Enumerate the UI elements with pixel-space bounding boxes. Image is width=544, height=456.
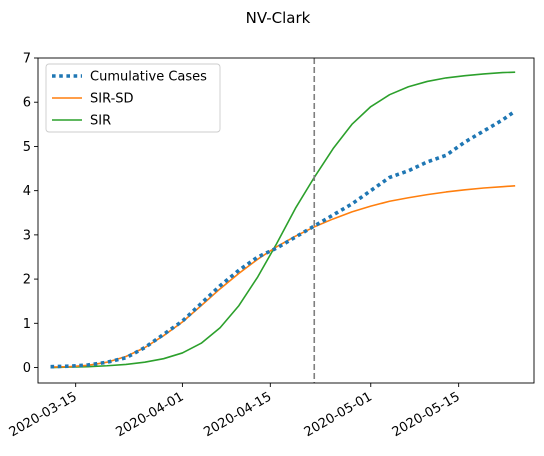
y-tick-label: 1 [23,317,31,332]
legend: Cumulative Cases SIR-SD SIR [45,63,221,133]
y-tick-label: 7 [23,52,31,67]
x-tick-label: 2020-05-15 [390,389,463,440]
legend-box [45,63,221,133]
series-line-sir [50,71,516,369]
x-axis: 2020-03-15 2020-04-01 2020-04-15 2020-05-01… [7,383,463,440]
y-tick-label: 5 [23,140,31,155]
y-tick-label: 4 [23,184,31,199]
series-line-cumulative-cases [50,109,517,369]
y-tick-label: 0 [23,361,31,376]
x-tick-label: 2020-05-01 [302,389,375,440]
plot-frame [37,57,535,384]
legend-label: SIR [90,114,111,129]
legend-label: Cumulative Cases [90,70,207,85]
x-tick-label: 2020-03-15 [7,389,80,440]
x-tick-label: 2020-04-15 [201,389,274,440]
y-axis: 0 1 2 3 4 5 6 7 [23,52,38,376]
x-tick-label: 2020-04-01 [113,389,186,440]
legend-label: SIR-SD [90,92,134,107]
y-tick-label: 3 [23,228,31,243]
series-line-sir-sd [50,184,516,368]
y-tick-label: 6 [23,96,31,111]
y-tick-label: 2 [23,273,31,288]
chart-title: NV-Clark [246,9,311,27]
